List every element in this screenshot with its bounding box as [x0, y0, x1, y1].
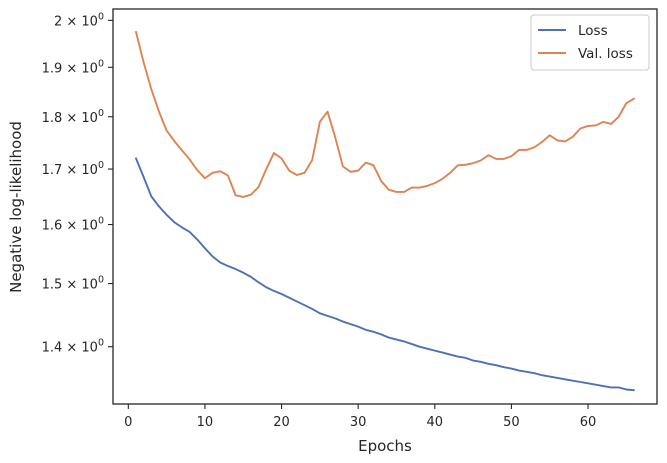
y-tick-label: 1.9 × 100	[42, 58, 104, 76]
y-tick-label: 2 × 100	[54, 11, 104, 29]
plot-frame	[112, 8, 658, 405]
series-line-2	[135, 30, 635, 198]
x-axis: 0 10 20 30 40 50 60	[124, 404, 596, 430]
legend: Loss Val. loss	[530, 14, 650, 71]
y-tick-label: 1.7 × 100	[42, 160, 104, 178]
y-tick-label: 1.5 × 100	[42, 275, 104, 293]
x-tick-label: 10	[197, 415, 214, 430]
series-line-1	[135, 157, 635, 392]
legend-label-1: Loss	[578, 23, 608, 39]
x-tick-label: 0	[124, 415, 132, 430]
x-tick-label: 50	[503, 415, 520, 430]
legend-label-2: Val. loss	[578, 46, 633, 62]
x-tick-label: 40	[427, 415, 444, 430]
series-layer	[135, 30, 635, 392]
y-tick-label: 1.4 × 100	[42, 338, 104, 356]
y-tick-label: 1.8 × 100	[42, 108, 104, 126]
x-tick-label: 20	[273, 415, 290, 430]
y-tick-label: 1.6 × 100	[42, 216, 104, 234]
legend-box	[530, 14, 650, 71]
x-tick-label: 30	[350, 415, 367, 430]
x-tick-label: 60	[580, 415, 597, 430]
x-axis-label: Epochs	[358, 437, 412, 455]
y-axis-label: Negative log-likelihood	[7, 121, 25, 293]
plot-area-background	[113, 9, 657, 404]
y-axis: 1.4 × 100 1.5 × 100 1.6 × 100 1.7 × 100 1.8 …	[42, 11, 113, 356]
